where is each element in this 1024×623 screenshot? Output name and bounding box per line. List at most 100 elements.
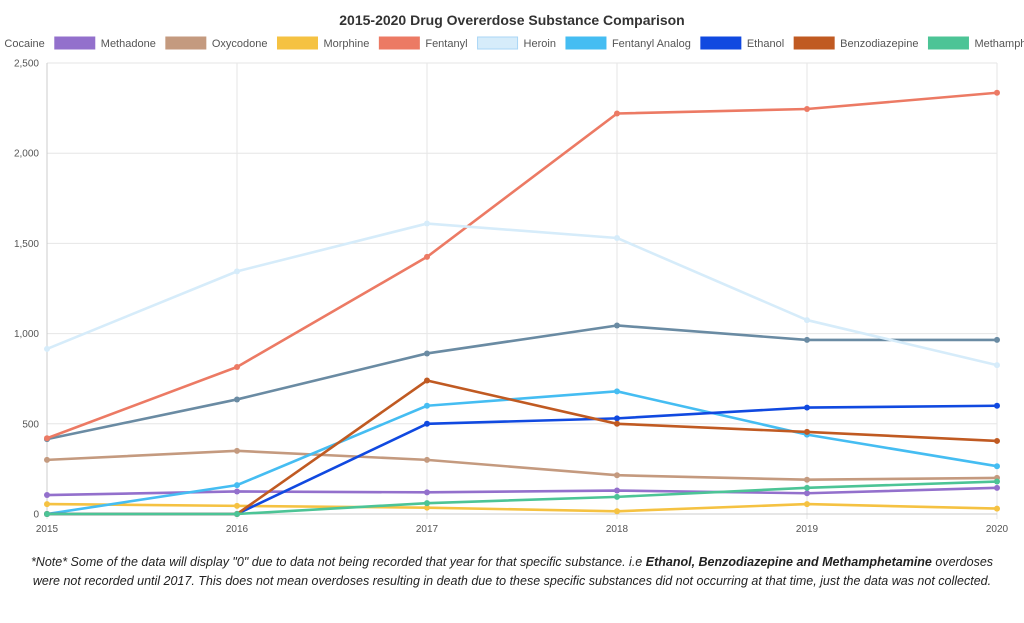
data-point-morphine[interactable] — [614, 508, 620, 515]
legend-swatch-methamphetamine — [927, 36, 969, 50]
y-tick-label: 0 — [33, 510, 39, 521]
legend-label-fentanyl-analog: Fentanyl Analog — [612, 38, 691, 50]
data-point-methamphetamine[interactable] — [994, 478, 1000, 485]
series-methamphetamine — [44, 478, 1000, 517]
data-point-methadone[interactable] — [614, 487, 620, 494]
legend-item-morphine[interactable]: Morphine — [276, 36, 369, 50]
data-point-morphine[interactable] — [994, 505, 1000, 512]
series-line-methamphetamine — [47, 480, 998, 516]
data-point-methamphetamine[interactable] — [234, 511, 240, 517]
series-line-oxycodone — [46, 449, 998, 482]
data-point-morphine[interactable] — [804, 501, 810, 508]
footnote-suffix: overdoses were not recorded until 2017. … — [32, 555, 994, 588]
data-point-methamphetamine[interactable] — [804, 484, 810, 491]
legend-item-ethanol[interactable]: Ethanol — [700, 36, 784, 50]
data-point-methamphetamine[interactable] — [614, 493, 620, 500]
data-point-oxycodone[interactable] — [804, 476, 810, 483]
data-point-benzodiazepine[interactable] — [994, 437, 1000, 444]
data-point-fentanyl[interactable] — [994, 89, 1000, 96]
data-point-fentanyl-analog[interactable] — [994, 463, 1000, 470]
data-point-oxycodone[interactable] — [234, 447, 240, 454]
legend-item-fentanyl-analog[interactable]: Fentanyl Analog — [565, 36, 691, 50]
data-point-oxycodone[interactable] — [614, 472, 620, 479]
data-point-oxycodone[interactable] — [424, 456, 430, 463]
legend-item-fentanyl[interactable]: Fentanyl — [378, 36, 468, 50]
data-point-fentanyl[interactable] — [44, 435, 50, 442]
data-point-methamphetamine[interactable] — [424, 500, 430, 507]
data-point-heroin[interactable] — [234, 268, 240, 275]
data-point-cocaine[interactable] — [994, 336, 1000, 343]
data-point-fentanyl[interactable] — [614, 110, 620, 117]
data-point-heroin[interactable] — [424, 220, 430, 227]
data-point-heroin[interactable] — [44, 345, 50, 352]
series-line-methadone — [46, 486, 998, 497]
data-point-ethanol[interactable] — [614, 415, 620, 422]
chart-title: 2015-2020 Drug Overerdose Substance Comp… — [339, 12, 684, 28]
x-tick-label: 2018 — [606, 524, 629, 535]
data-point-heroin[interactable] — [614, 234, 620, 241]
legend-item-oxycodone[interactable]: Oxycodone — [165, 36, 268, 50]
legend-item-heroin[interactable]: Heroin — [477, 36, 556, 50]
data-point-oxycodone[interactable] — [44, 456, 50, 463]
data-point-benzodiazepine[interactable] — [804, 428, 810, 435]
y-tick-label: 1,000 — [14, 329, 39, 340]
legend-swatch-fentanyl-analog — [565, 36, 607, 50]
series-line-benzodiazepine — [47, 379, 998, 516]
data-point-ethanol[interactable] — [994, 402, 1000, 409]
data-point-fentanyl-analog[interactable] — [614, 388, 620, 395]
data-point-methadone[interactable] — [424, 489, 430, 496]
legend-item-methadone[interactable]: Methadone — [54, 36, 156, 50]
data-point-methamphetamine[interactable] — [44, 511, 50, 517]
x-tick-label: 2020 — [986, 524, 1009, 535]
data-point-methadone[interactable] — [994, 484, 1000, 491]
legend-label-ethanol: Ethanol — [747, 38, 784, 50]
data-point-morphine[interactable] — [234, 502, 240, 509]
series-fentanyl — [44, 89, 1000, 442]
data-point-methadone[interactable] — [234, 488, 240, 495]
y-axis: 0 500 1,000 1,500 2,000 2,500 — [14, 59, 39, 521]
legend-swatch-oxycodone — [165, 36, 207, 50]
data-point-ethanol[interactable] — [804, 404, 810, 411]
legend-label-cocaine: Cocaine — [4, 38, 44, 50]
series-methadone — [44, 484, 1000, 499]
data-point-heroin[interactable] — [994, 362, 1000, 369]
series-line-morphine — [46, 502, 998, 513]
data-point-fentanyl-analog[interactable] — [424, 402, 430, 409]
data-point-cocaine[interactable] — [614, 322, 620, 329]
legend-item-benzodiazepine[interactable]: Benzodiazepine — [793, 36, 918, 50]
y-tick-label: 500 — [22, 419, 39, 430]
legend-label-oxycodone: Oxycodone — [212, 38, 268, 50]
chart-series — [44, 89, 1000, 517]
data-point-heroin[interactable] — [804, 317, 810, 324]
data-point-cocaine[interactable] — [234, 396, 240, 403]
footnote-bold: Ethanol, Benzodiazepine and Methamphetam… — [645, 555, 932, 569]
data-point-cocaine[interactable] — [804, 336, 810, 343]
y-tick-label: 2,500 — [14, 59, 39, 70]
data-point-benzodiazepine[interactable] — [614, 420, 620, 427]
legend-label-fentanyl: Fentanyl — [425, 38, 467, 50]
series-line-cocaine — [46, 324, 997, 441]
legend-swatch-methadone — [54, 36, 96, 50]
series-line-ethanol — [47, 404, 998, 516]
data-point-methadone[interactable] — [804, 490, 810, 497]
series-line-heroin — [46, 222, 998, 367]
data-point-morphine[interactable] — [44, 501, 50, 508]
data-point-methadone[interactable] — [44, 492, 50, 499]
data-point-fentanyl[interactable] — [804, 106, 810, 113]
legend-item-cocaine[interactable]: Cocaine — [0, 37, 45, 50]
data-point-fentanyl[interactable] — [234, 363, 240, 370]
data-point-cocaine[interactable] — [424, 350, 430, 357]
series-heroin — [44, 220, 1000, 369]
data-point-fentanyl-analog[interactable] — [234, 482, 240, 489]
series-line-fentanyl — [46, 91, 998, 440]
data-point-ethanol[interactable] — [424, 420, 430, 427]
legend-item-methamphetamine[interactable]: Methamphetamine — [927, 36, 1024, 50]
data-point-benzodiazepine[interactable] — [424, 377, 430, 384]
footnote: *Note* Some of the data will display "0"… — [20, 553, 1004, 591]
data-point-morphine[interactable] — [424, 504, 430, 511]
legend-swatch-fentanyl — [378, 36, 420, 50]
chart-container: 2015-2020 Drug Overerdose Substance Comp… — [0, 12, 1024, 535]
legend-swatch-benzodiazepine — [793, 36, 835, 50]
x-tick-label: 2015 — [36, 524, 59, 535]
data-point-fentanyl[interactable] — [424, 253, 430, 260]
